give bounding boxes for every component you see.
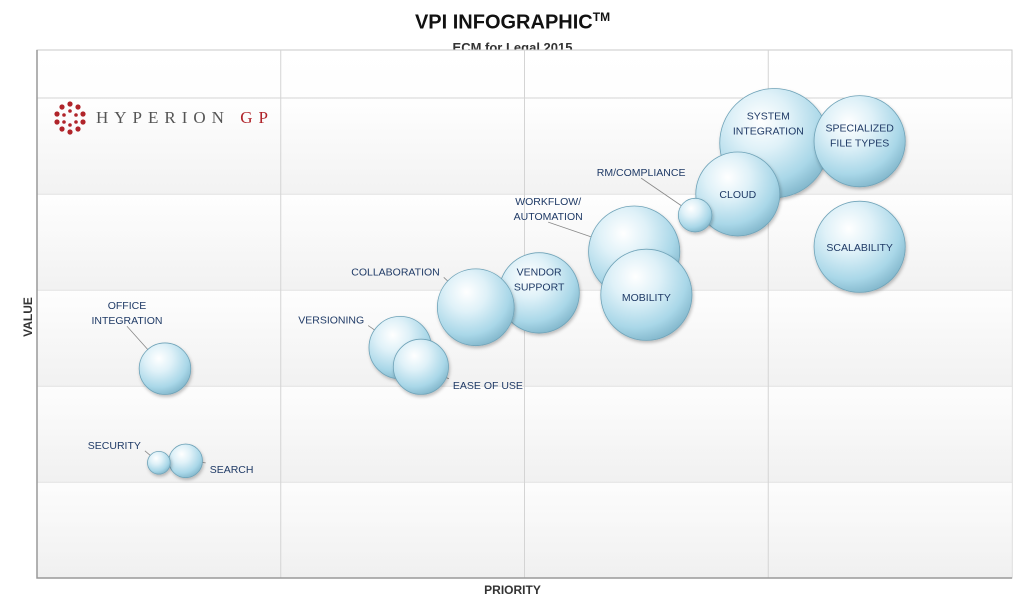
- bubble-mobility: [600, 248, 693, 341]
- bubble-scalability: [813, 200, 906, 293]
- label-workflow-automation: WORKFLOW/AUTOMATION: [514, 196, 583, 223]
- trademark-superscript: TM: [592, 10, 611, 24]
- bubble-office-integration: [138, 342, 192, 395]
- bubble-search: [168, 443, 203, 479]
- logo-text: HYPERION GP: [96, 108, 274, 127]
- label-specialized-file-types: SPECIALIZED FILE TYPES: [826, 123, 895, 150]
- bubble-security: [147, 450, 171, 475]
- label-scalability: SCALABILITY: [826, 242, 893, 254]
- chart-title: VPI INFOGRAPHICTM: [414, 10, 611, 34]
- label-collaboration: COLLABORATION: [351, 266, 440, 278]
- axes: [36, 50, 1012, 579]
- bubble-rm-compliance: [677, 197, 713, 233]
- label-vendor-support: VENDOR SUPPORT: [514, 266, 565, 293]
- label-system-integration: SYSTEM INTEGRATION: [733, 111, 804, 138]
- logo-icon: [54, 101, 86, 135]
- grid: [36, 49, 1013, 579]
- label-office-integration: OFFICE INTEGRATION: [91, 300, 162, 327]
- label-mobility: MOBILITY: [622, 292, 671, 304]
- bubble-labels: SECURITY SEARCH OFFICE INTEGRATION VERSIONIN…: [88, 111, 894, 476]
- hyperion-logo: HYPERION GP: [52, 98, 274, 138]
- bubble-specialized-file-types: [813, 95, 906, 188]
- label-security: SECURITY: [88, 440, 141, 452]
- label-rm-compliance: RM/COMPLIANCE: [597, 167, 686, 179]
- bubble-ease-of-use: [392, 338, 449, 395]
- label-cloud: CLOUD: [719, 189, 756, 201]
- label-search: SEARCH: [210, 464, 254, 476]
- bubble-cloud: [695, 151, 781, 237]
- bubble-collaboration: [436, 268, 515, 347]
- bubbles: [138, 88, 906, 479]
- x-axis-label: PRIORITY: [484, 583, 541, 597]
- label-ease-of-use: EASE OF USE: [453, 380, 523, 392]
- label-versioning: VERSIONING: [298, 315, 364, 327]
